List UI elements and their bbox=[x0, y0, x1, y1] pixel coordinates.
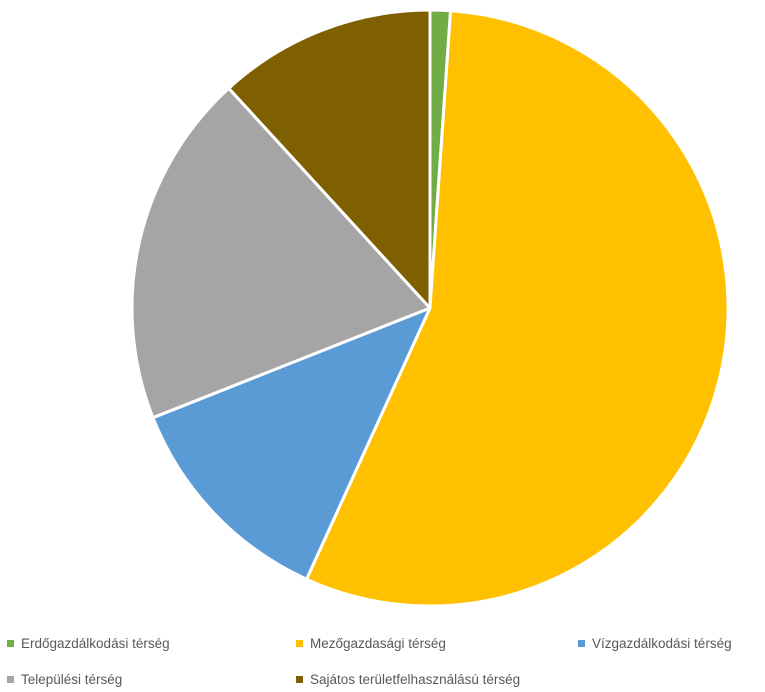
legend-swatch bbox=[7, 640, 14, 647]
legend-item-sajatos: Sajátos területfelhasználású térség bbox=[296, 672, 520, 687]
legend-item-vizgazdalkodasi: Vízgazdálkodási térség bbox=[578, 636, 732, 651]
slice-vizgazdalkodasi bbox=[151, 306, 432, 581]
slice-mezogazdasagi bbox=[305, 9, 730, 608]
legend-swatch bbox=[296, 676, 303, 683]
legend-label: Erdőgazdálkodási térség bbox=[21, 636, 170, 651]
legend-item-erdogazdalkodasi: Erdőgazdálkodási térség bbox=[7, 636, 170, 651]
legend-item-mezogazdasagi: Mezőgazdasági térség bbox=[296, 636, 446, 651]
legend-swatch bbox=[7, 676, 14, 683]
pie-chart bbox=[130, 8, 730, 608]
slice-telepulesi bbox=[130, 86, 432, 420]
legend-swatch bbox=[578, 640, 585, 647]
slice-sajatos bbox=[227, 8, 432, 310]
chart-legend: Erdőgazdálkodási térség Mezőgazdasági té… bbox=[0, 636, 765, 692]
legend-label: Mezőgazdasági térség bbox=[310, 636, 446, 651]
legend-label: Települési térség bbox=[21, 672, 123, 687]
legend-label: Sajátos területfelhasználású térség bbox=[310, 672, 521, 687]
legend-swatch bbox=[296, 640, 303, 647]
legend-label: Vízgazdálkodási térség bbox=[592, 636, 732, 651]
legend-item-telepulesi: Települési térség bbox=[7, 672, 122, 687]
pie-slices bbox=[130, 8, 730, 608]
